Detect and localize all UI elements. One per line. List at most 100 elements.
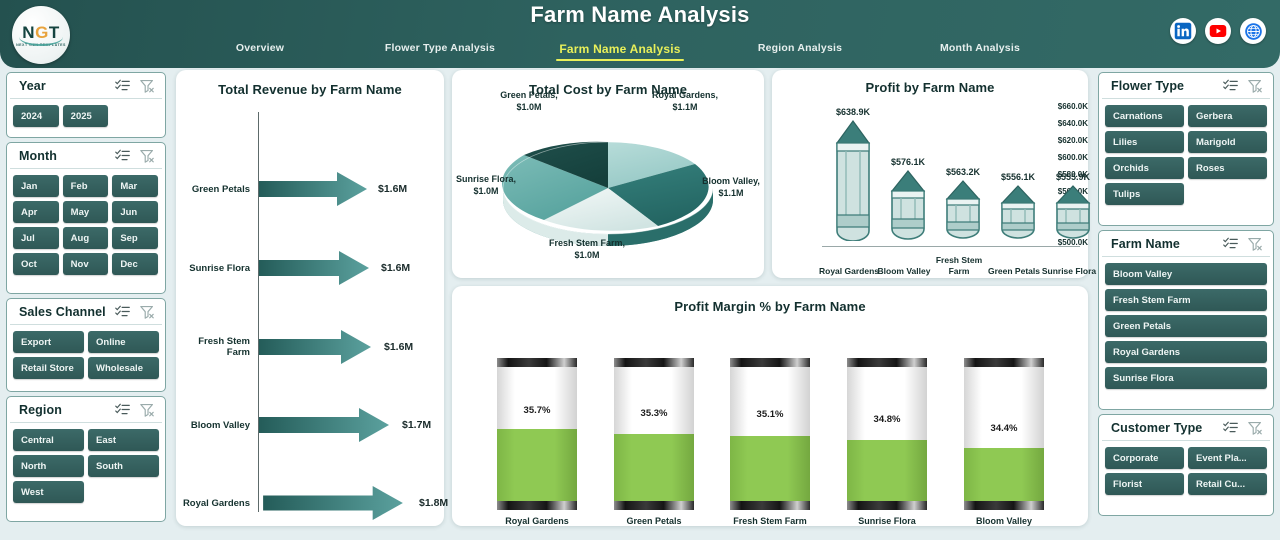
chip-month-sep[interactable]: Sep [112,227,158,249]
chip-farm-fresh-stem-farm[interactable]: Fresh Stem Farm [1105,289,1267,311]
multi-select-icon[interactable] [1223,79,1238,92]
chart-total-cost-title: Total Cost by Farm Name [528,82,688,97]
multi-select-icon[interactable] [1223,421,1238,434]
app-header: NGT NEXT GEN TEMPLATES Farm Name Analysi… [0,0,1280,68]
margin-gauge-sunrise-flora[interactable]: 34.8% Sunrise Flora [832,358,942,526]
gauge-fill [730,435,810,510]
chip-month-feb[interactable]: Feb [62,175,109,197]
chip-month-jul[interactable]: Jul [13,227,59,249]
chip-flower-marigold[interactable]: Marigold [1188,131,1267,153]
chip-month-oct[interactable]: Oct [13,253,59,275]
chip-region-east[interactable]: East [88,429,159,451]
youtube-button[interactable] [1205,18,1231,44]
chart-profit-plot: $660.0K $640.0K $620.0K $600.0K $580.0K … [772,94,1096,278]
slicer-sales-channel-title: Sales Channel [19,304,106,319]
tab-flower-type-analysis[interactable]: Flower Type Analysis [384,42,496,54]
multi-select-icon[interactable] [115,305,130,318]
chip-channel-retail-store[interactable]: Retail Store [13,357,84,379]
profit-bar-green-petals[interactable]: $556.1K [994,172,1042,246]
slicer-customer-type-header: Customer Type [1102,415,1270,441]
chip-month-nov[interactable]: Nov [62,253,109,275]
multi-select-icon[interactable] [1223,237,1238,250]
chip-channel-online[interactable]: Online [88,331,159,353]
clear-filter-icon[interactable] [1247,237,1263,251]
linkedin-button[interactable] [1170,18,1196,44]
chip-flower-tulips[interactable]: Tulips [1105,183,1184,205]
clear-filter-icon[interactable] [1247,421,1263,435]
clear-filter-icon[interactable] [139,403,155,417]
margin-gauge-royal-gardens[interactable]: 35.7% Royal Gardens [482,358,592,526]
gauge-fill [497,429,577,510]
margin-gauge-green-petals[interactable]: 35.3% Green Petals [599,358,709,526]
margin-gauge-fresh-stem-farm[interactable]: 35.1% Fresh Stem Farm [715,358,825,526]
clear-filter-icon[interactable] [139,149,155,163]
revenue-arrow-icon [259,251,369,285]
multi-select-icon[interactable] [115,403,130,416]
chip-farm-green-petals[interactable]: Green Petals [1105,315,1267,337]
chip-region-central[interactable]: Central [13,429,84,451]
revenue-row-royal-gardens[interactable]: Royal Gardens $1.8M [176,476,448,530]
chip-customer-retail-customer[interactable]: Retail Cu... [1188,473,1267,495]
chip-customer-event-planner[interactable]: Event Pla... [1188,447,1267,469]
profit-bar-fresh-stem-farm[interactable]: $563.2K [939,167,987,246]
chip-flower-gerbera[interactable]: Gerbera [1188,105,1267,127]
chip-flower-roses[interactable]: Roses [1188,157,1267,179]
chip-year-2024[interactable]: 2024 [13,105,59,127]
chip-farm-royal-gardens[interactable]: Royal Gardens [1105,341,1267,363]
tab-month-analysis[interactable]: Month Analysis [939,42,1020,54]
multi-select-icon[interactable] [115,149,130,162]
chip-farm-bloom-valley[interactable]: Bloom Valley [1105,263,1267,285]
profit-bar-sunrise-flora[interactable]: $555.9K [1049,172,1097,246]
chip-month-dec[interactable]: Dec [112,253,158,275]
chart-total-revenue-title: Total Revenue by Farm Name [218,82,402,97]
chip-channel-export[interactable]: Export [13,331,84,353]
gauge-cap-top [847,358,927,367]
revenue-arrow-icon [259,408,389,442]
chip-flower-carnations[interactable]: Carnations [1105,105,1184,127]
tab-region-analysis[interactable]: Region Analysis [757,42,843,54]
margin-category-label: Bloom Valley [975,516,1033,526]
multi-select-icon[interactable] [115,79,130,92]
revenue-row-bloom-valley[interactable]: Bloom Valley $1.7M [176,398,444,452]
revenue-row-fresh-stem-farm[interactable]: Fresh Stem Farm $1.6M [176,320,444,374]
pie-3d-graphic[interactable] [452,96,764,276]
brand-logo[interactable]: NGT NEXT GEN TEMPLATES [12,6,70,64]
chip-year-2025[interactable]: 2025 [62,105,109,127]
chip-month-aug[interactable]: Aug [62,227,109,249]
chip-region-north[interactable]: North [13,455,84,477]
chip-month-jun[interactable]: Jun [112,201,158,223]
clear-filter-icon[interactable] [1247,79,1263,93]
logo-swoosh-icon [19,37,63,46]
chip-farm-sunrise-flora[interactable]: Sunrise Flora [1105,367,1267,389]
profit-ytick: $500.0K [1057,238,1088,247]
margin-gauge-bloom-valley[interactable]: 34.4% Bloom Valley [949,358,1059,526]
chip-month-mar[interactable]: Mar [112,175,158,197]
social-links [1170,18,1266,44]
chip-region-west[interactable]: West [13,481,84,503]
clear-filter-icon[interactable] [139,79,155,93]
website-button[interactable] [1240,18,1266,44]
chip-customer-florist[interactable]: Florist [1105,473,1184,495]
profit-bar-bloom-valley[interactable]: $576.1K [884,157,932,246]
chip-customer-corporate[interactable]: Corporate [1105,447,1184,469]
chip-region-south[interactable]: South [88,455,159,477]
chip-month-may[interactable]: May [62,201,109,223]
pencil-bar-icon [945,180,981,239]
chip-month-jan[interactable]: Jan [13,175,59,197]
clear-filter-icon[interactable] [139,305,155,319]
slicer-farm-name-title: Farm Name [1111,236,1180,251]
chip-flower-orchids[interactable]: Orchids [1105,157,1184,179]
chip-flower-lilies[interactable]: Lilies [1105,131,1184,153]
revenue-row-sunrise-flora[interactable]: Sunrise Flora $1.6M [176,241,444,295]
tab-farm-name-analysis[interactable]: Farm Name Analysis [530,42,710,60]
profit-x-axis-line [822,246,1080,247]
tab-overview[interactable]: Overview [235,42,285,54]
revenue-row-green-petals[interactable]: Green Petals $1.6M [176,162,444,216]
revenue-arrow-wrap [259,330,371,364]
slicer-sales-channel-options: Export Online Retail Store Wholesale [7,325,165,386]
revenue-category-label: Green Petals [191,183,250,195]
chip-month-apr[interactable]: Apr [13,201,59,223]
margin-category-label: Royal Gardens [505,516,569,526]
chip-channel-wholesale[interactable]: Wholesale [88,357,159,379]
profit-bar-royal-gardens[interactable]: $638.9K [829,107,877,246]
